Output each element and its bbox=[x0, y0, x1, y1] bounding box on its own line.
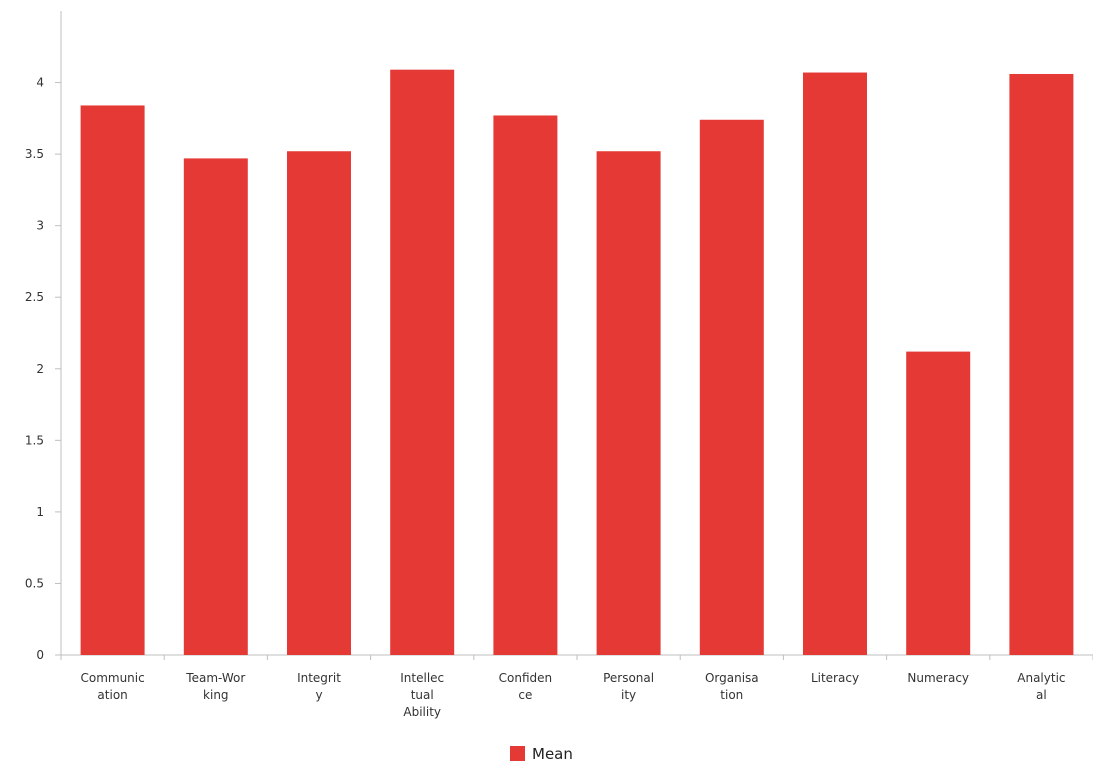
x-tick-label: Intellec tual Ability bbox=[400, 671, 444, 719]
bar[interactable] bbox=[699, 119, 764, 655]
x-tick-label-line: Communic bbox=[80, 671, 144, 685]
bar[interactable] bbox=[287, 151, 351, 655]
x-tick-label: Organisa tion bbox=[705, 671, 759, 702]
bar[interactable] bbox=[183, 158, 248, 655]
y-tick-label: 3 bbox=[36, 219, 44, 233]
x-tick-label-line: ce bbox=[518, 688, 532, 702]
y-tick-label: 2 bbox=[36, 362, 44, 376]
x-tick-label-line: Team-Wor bbox=[185, 671, 245, 685]
x-tick-label: Team-Wor king bbox=[185, 671, 245, 702]
x-tick-label-line: Organisa bbox=[705, 671, 759, 685]
x-tick-label-line: al bbox=[1036, 688, 1047, 702]
legend: Mean bbox=[510, 745, 573, 763]
x-tick-label-line: king bbox=[203, 688, 229, 702]
x-tick-label-line: Analytic bbox=[1017, 671, 1065, 685]
x-tick-label-line: tion bbox=[720, 688, 743, 702]
legend-swatch[interactable] bbox=[510, 746, 525, 761]
x-tick-label: Integrit y bbox=[297, 671, 341, 702]
x-tick-label-line: Numeracy bbox=[907, 671, 969, 685]
x-tick-label-line: ation bbox=[97, 688, 127, 702]
x-tick-label: Personal ity bbox=[603, 671, 654, 702]
legend-label[interactable]: Mean bbox=[532, 745, 573, 763]
x-tick-label: Communic ation bbox=[80, 671, 144, 702]
y-tick-label: 1.5 bbox=[25, 433, 44, 447]
x-tick-label: Literacy bbox=[811, 671, 859, 685]
y-tick-label: 1 bbox=[36, 505, 44, 519]
bar[interactable] bbox=[1009, 73, 1074, 656]
bar[interactable] bbox=[493, 115, 558, 655]
y-tick-label: 4 bbox=[36, 76, 44, 90]
x-tick-label-line: ity bbox=[621, 688, 636, 702]
bar[interactable] bbox=[596, 151, 661, 655]
x-tick-label: Confiden ce bbox=[499, 671, 553, 702]
x-tick-label-line: Literacy bbox=[811, 671, 859, 685]
x-tick-label-line: tual bbox=[411, 688, 434, 702]
bar[interactable] bbox=[390, 69, 455, 656]
x-tick-label-line: y bbox=[315, 688, 322, 702]
bar[interactable] bbox=[803, 72, 867, 655]
x-tick-label-line: Ability bbox=[403, 705, 441, 719]
y-tick-label: 0.5 bbox=[25, 576, 44, 590]
x-tick-label-line: Confiden bbox=[499, 671, 553, 685]
x-tick-label: Numeracy bbox=[907, 671, 969, 685]
y-axis: 0 0.5 1 1.5 2 2.5 3 3.5 4 bbox=[25, 11, 62, 662]
x-axis: Communic ation Team-Wor king Integrit y Intell… bbox=[60, 654, 1093, 719]
y-tick-label: 2.5 bbox=[25, 290, 44, 304]
x-tick-label-line: Intellec bbox=[400, 671, 444, 685]
x-tick-label-line: Personal bbox=[603, 671, 654, 685]
bar[interactable] bbox=[906, 351, 971, 655]
y-tick-label: 0 bbox=[36, 648, 44, 662]
y-tick-label: 3.5 bbox=[25, 147, 44, 161]
x-tick-label-line: Integrit bbox=[297, 671, 341, 685]
x-tick-label: Analytic al bbox=[1017, 671, 1065, 702]
bar[interactable] bbox=[80, 105, 145, 656]
bars-group bbox=[80, 69, 1074, 656]
